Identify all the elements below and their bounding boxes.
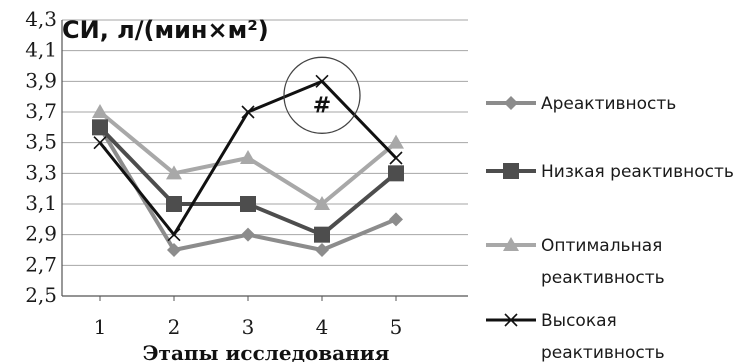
legend: Ареактивность Низкая реактивность Оптималь… <box>486 94 734 362</box>
x-marker-stroke <box>241 105 255 119</box>
legend-label: Высокая <box>541 311 617 331</box>
y-tick-label: 3,9 <box>25 68 57 92</box>
data-point <box>166 196 182 212</box>
data-point <box>315 243 329 257</box>
y-tick-label: 2,7 <box>25 252 57 276</box>
data-point <box>314 226 330 243</box>
data-point <box>167 243 181 257</box>
data-point <box>240 150 256 164</box>
y-tick-label: 4,3 <box>25 7 57 31</box>
data-point <box>388 165 404 182</box>
legend-label: Ареактивность <box>541 94 676 114</box>
data-point <box>167 228 181 242</box>
x-tick-label: 4 <box>316 315 329 339</box>
x-marker-stroke <box>93 136 107 150</box>
x-marker-stroke <box>167 228 181 242</box>
legend-label: Низкая реактивность <box>541 162 734 182</box>
x-tick-label: 2 <box>168 315 181 339</box>
legend-marker <box>504 96 518 110</box>
axes: 2,5 2,7 2,9 3,1 3,3 3,5 3,7 3,9 4,1 4,3 1 2 3 4 5 <box>25 7 468 339</box>
data-point <box>240 196 256 212</box>
y-tick-label: 3,3 <box>25 160 57 184</box>
series-layer <box>92 74 404 257</box>
y-tick-label: 3,5 <box>25 130 57 154</box>
y-tick-label: 3,7 <box>25 99 57 123</box>
legend-label: реактивность <box>541 268 665 288</box>
y-tick-label: 4,1 <box>25 38 57 62</box>
x-tick-label: 3 <box>242 315 255 339</box>
data-point <box>241 227 255 242</box>
annotation-circle <box>283 56 361 134</box>
legend-marker <box>504 313 518 327</box>
data-point <box>388 134 404 149</box>
y-axis-label: СИ, л/(мин×м²) <box>62 16 269 44</box>
data-point <box>389 151 403 165</box>
data-point <box>92 119 108 136</box>
x-marker-stroke <box>504 313 518 327</box>
y-tick-label: 2,9 <box>25 222 57 246</box>
x-tick-label: 1 <box>94 315 107 339</box>
y-tick-label: 2,5 <box>25 283 57 307</box>
annotation-mark: # <box>313 93 331 118</box>
legend-marker <box>503 237 519 251</box>
annotation-layer: # <box>283 56 361 134</box>
y-tick-label: 3,1 <box>25 191 57 215</box>
x-marker-stroke <box>315 74 329 88</box>
x-tick-label: 5 <box>390 315 403 339</box>
gridlines <box>62 19 468 266</box>
legend-label: реактивность <box>541 343 665 362</box>
x-marker-stroke <box>389 151 403 165</box>
data-point <box>315 74 329 88</box>
data-point <box>92 104 108 118</box>
legend-label: Оптимальная <box>541 236 662 256</box>
data-point <box>166 165 182 180</box>
data-point <box>93 136 107 150</box>
data-point <box>314 196 330 210</box>
data-point <box>389 212 403 227</box>
x-axis-label: Этапы исследования <box>143 341 390 362</box>
legend-marker <box>503 163 519 179</box>
data-point <box>241 105 255 119</box>
